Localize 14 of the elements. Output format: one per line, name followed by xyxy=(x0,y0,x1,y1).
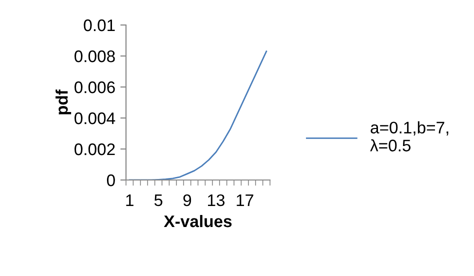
y-tick-label: 0.002 xyxy=(74,143,115,156)
x-tick-label: 5 xyxy=(154,194,162,206)
x-axis-title: X-values xyxy=(164,214,232,228)
x-tick-label: 9 xyxy=(183,194,192,206)
y-tick-label: 0 xyxy=(106,174,115,186)
y-axis-title: pdf xyxy=(56,90,72,114)
y-tick-label: 0.006 xyxy=(74,81,115,94)
y-tick-label: 0.004 xyxy=(74,112,116,124)
x-tick-label: 1 xyxy=(126,194,134,206)
y-tick-label: 0.008 xyxy=(74,50,115,62)
legend-label: a=0.1,b=7, λ=0.5 xyxy=(370,121,448,152)
x-tick-label: 17 xyxy=(236,194,254,206)
y-tick-label: 0.01 xyxy=(84,19,115,32)
x-tick-label: 13 xyxy=(208,194,225,206)
